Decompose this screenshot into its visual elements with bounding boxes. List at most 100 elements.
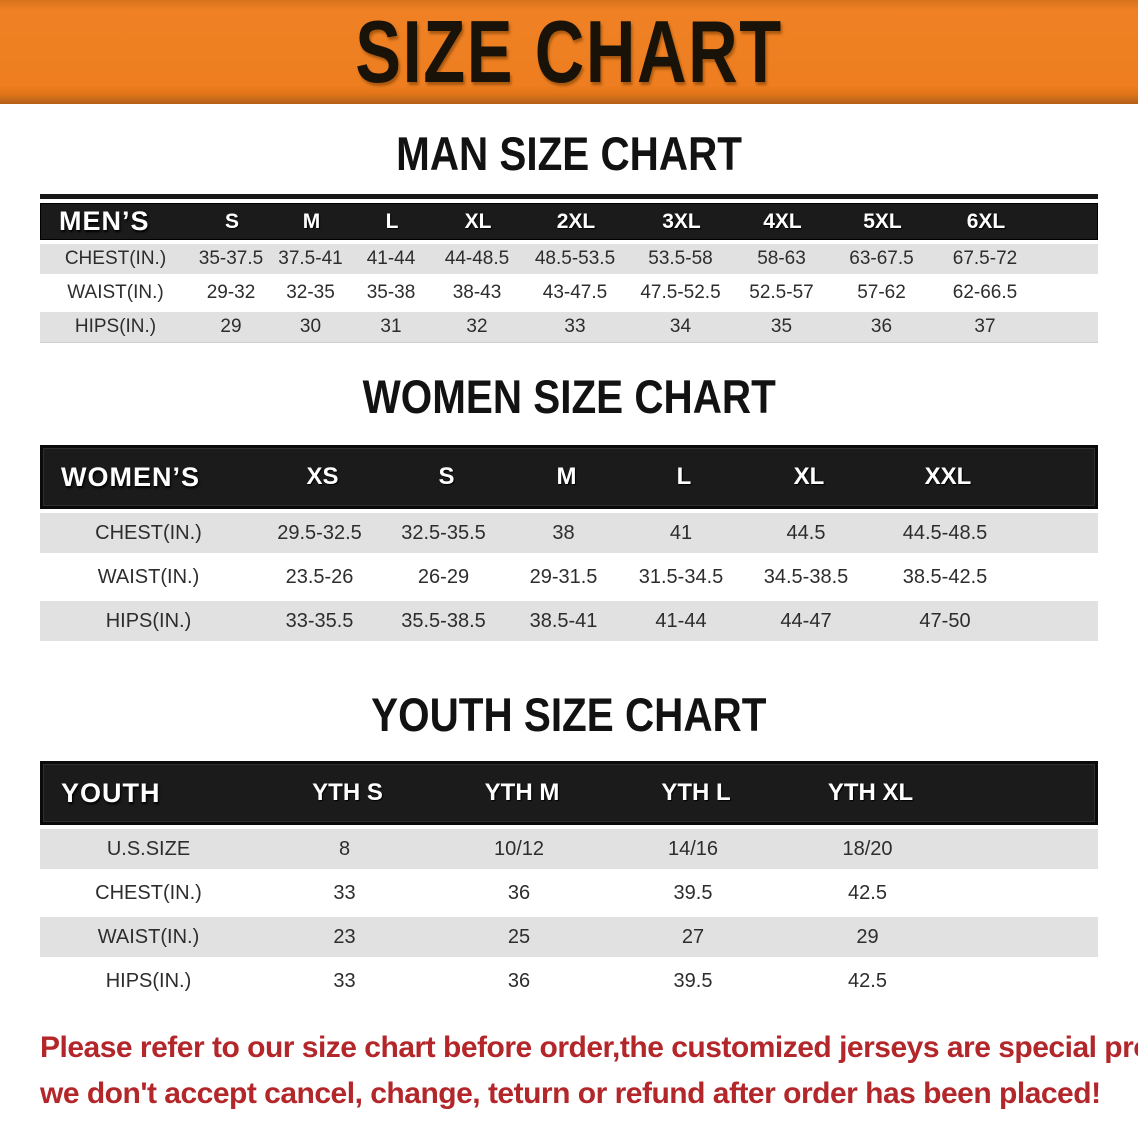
table-cell: 35-37.5 [198, 248, 264, 269]
column-header: M [556, 463, 577, 490]
row-label: HIPS(IN.) [105, 969, 192, 992]
table-cell: 41 [669, 521, 693, 544]
table-row: HIPS(IN.) 33-35.5 35.5-38.5 38.5-41 41-44 44-… [40, 597, 1098, 641]
table-cell: 39.5 [673, 881, 713, 904]
table-cell: 36 [507, 969, 531, 992]
table-row: HIPS(IN.) 29 30 31 32 33 34 35 36 37 [40, 308, 1098, 342]
youth-size-table: YOUTH YTH S YTH M YTH L YTH XL U.S.SIZE 8 10/12… [40, 761, 1098, 1001]
men-table-top-rule [40, 194, 1098, 199]
column-header: XL [793, 463, 825, 490]
table-row: CHEST(IN.) 33 36 39.5 42.5 [40, 869, 1098, 913]
table-cell: 67.5-72 [952, 248, 1018, 269]
table-corner-label: YOUTH [61, 777, 161, 808]
table-row: HIPS(IN.) 33 36 39.5 42.5 [40, 957, 1098, 1001]
row-label: HIPS(IN.) [105, 609, 192, 632]
table-row: WAIST(IN.) 29-32 32-35 35-38 38-43 43-47.5 47.… [40, 274, 1098, 308]
table-cell: 58-63 [757, 248, 806, 269]
table-cell: 38-43 [452, 282, 502, 303]
column-header: L [385, 209, 399, 233]
table-row: U.S.SIZE 8 10/12 14/16 18/20 [40, 825, 1098, 869]
column-header: XS [306, 463, 339, 490]
row-label: CHEST(IN.) [95, 521, 202, 544]
column-header: M [302, 209, 321, 233]
table-cell: 41-44 [366, 248, 416, 269]
column-header: 4XL [763, 209, 802, 233]
column-header: XXL [924, 463, 972, 490]
table-cell: 38.5-42.5 [902, 565, 988, 588]
column-header: S [224, 209, 239, 233]
size-chart-banner: SIZE CHART [0, 0, 1138, 104]
table-cell: 39.5 [673, 969, 713, 992]
table-cell: 23 [333, 925, 356, 948]
table-cell: 14/16 [667, 837, 719, 860]
women-size-table-wrap: WOMEN’S XS S M L XL XXL CHEST(IN.) 29.5-32.5 32.5… [40, 445, 1098, 641]
table-cell: 29-31.5 [529, 565, 598, 588]
table-cell: 37.5-41 [278, 248, 343, 269]
table-cell: 35 [770, 316, 793, 337]
table-cell: 42.5 [848, 881, 887, 904]
table-cell: 38.5-41 [529, 609, 598, 632]
women-size-table: WOMEN’S XS S M L XL XXL CHEST(IN.) 29.5-32.5 32.5… [40, 445, 1098, 641]
table-corner-label: MEN’S [59, 206, 150, 236]
column-header: YTH S [312, 779, 383, 806]
table-cell: 47-50 [919, 609, 971, 632]
table-cell: 32 [466, 316, 488, 337]
table-cell: 29 [220, 316, 242, 337]
men-section-heading-text: MAN SIZE CHART [396, 127, 742, 180]
men-section-heading: MAN SIZE CHART [0, 128, 1138, 180]
table-cell: 34.5-38.5 [763, 565, 849, 588]
table-cell: 57-62 [857, 282, 906, 303]
table-cell: 33-35.5 [285, 609, 354, 632]
column-header: 2XL [556, 209, 596, 233]
row-label: CHEST(IN.) [95, 881, 202, 904]
table-cell: 29-32 [206, 282, 256, 303]
column-header: YTH M [484, 779, 560, 806]
table-corner-label: WOMEN’S [61, 461, 200, 492]
column-header: S [438, 463, 455, 490]
table-cell: 25 [507, 925, 531, 948]
men-size-table-wrap: MEN’S S M L XL 2XL 3XL 4XL 5XL 6XL CHEST(IN.) 35-37… [40, 194, 1098, 343]
table-cell: 37 [974, 316, 996, 337]
column-header: 6XL [966, 209, 1006, 233]
table-cell: 62-66.5 [952, 282, 1018, 303]
table-cell: 44.5-48.5 [902, 521, 988, 544]
table-cell: 38 [552, 521, 575, 544]
table-row: WAIST(IN.) 23.5-26 26-29 29-31.5 31.5-34.5 34… [40, 553, 1098, 597]
table-cell: 33 [564, 316, 586, 337]
table-cell: 32-35 [286, 282, 335, 303]
youth-size-table-wrap: YOUTH YTH S YTH M YTH L YTH XL U.S.SIZE 8 10/12… [40, 761, 1098, 1001]
table-cell: 36 [870, 316, 893, 337]
table-cell: 33 [333, 969, 356, 992]
table-cell: 29 [856, 925, 879, 948]
table-header-row: MEN’S S M L XL 2XL 3XL 4XL 5XL 6XL [40, 203, 1098, 240]
youth-section-heading: YOUTH SIZE CHART [0, 689, 1138, 741]
men-size-table: MEN’S S M L XL 2XL 3XL 4XL 5XL 6XL CHEST(IN.) 35-37… [40, 203, 1098, 343]
youth-section-heading-text: YOUTH SIZE CHART [371, 688, 767, 741]
column-header: YTH L [661, 779, 731, 806]
table-cell: 33 [333, 881, 356, 904]
table-cell: 31.5-34.5 [638, 565, 724, 588]
column-header: 5XL [863, 209, 902, 233]
table-cell: 47.5-52.5 [640, 282, 721, 303]
column-header: XL [464, 209, 492, 233]
table-cell: 27 [681, 925, 705, 948]
table-cell: 36 [507, 881, 531, 904]
table-cell: 48.5-53.5 [534, 248, 616, 269]
table-cell: 32.5-35.5 [401, 521, 486, 544]
row-label: CHEST(IN.) [64, 248, 167, 269]
table-cell: 35-38 [366, 282, 416, 303]
women-section-heading-text: WOMEN SIZE CHART [362, 370, 776, 423]
table-cell: 43-47.5 [542, 282, 608, 303]
table-cell: 34 [669, 316, 692, 337]
table-cell: 26-29 [417, 565, 470, 588]
table-cell: 53.5-58 [648, 248, 713, 269]
column-header: YTH XL [827, 779, 914, 806]
row-label: WAIST(IN.) [97, 565, 200, 588]
table-cell: 30 [299, 316, 322, 337]
table-cell: 23.5-26 [285, 565, 354, 588]
table-row: CHEST(IN.) 35-37.5 37.5-41 41-44 44-48.5 48.5… [40, 240, 1098, 274]
row-label: WAIST(IN.) [67, 282, 164, 303]
disclaimer-text: Please refer to our size chart before or… [40, 1025, 1138, 1117]
table-cell: 18/20 [842, 837, 893, 860]
table-cell: 44-48.5 [444, 248, 510, 269]
